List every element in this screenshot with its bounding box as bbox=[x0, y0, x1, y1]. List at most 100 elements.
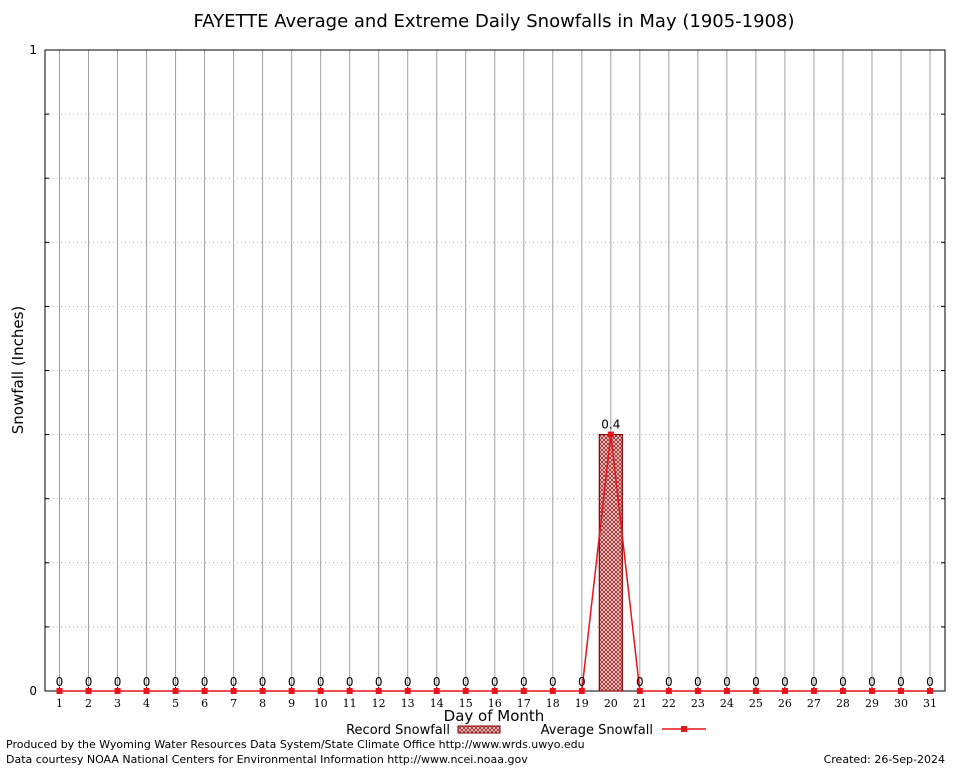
average-snowfall-point bbox=[375, 688, 382, 694]
average-snowfall-point bbox=[868, 688, 875, 694]
data-label: 0 bbox=[723, 675, 731, 689]
data-label: 0 bbox=[781, 675, 789, 689]
footer-created: Created: 26-Sep-2024 bbox=[824, 753, 945, 766]
data-label: 0 bbox=[665, 675, 673, 689]
data-label: 0 bbox=[433, 675, 441, 689]
record-snowfall-bars bbox=[598, 434, 623, 692]
average-snowfall-point bbox=[723, 688, 730, 694]
data-label: 0 bbox=[56, 675, 64, 689]
x-tick-label: 2 bbox=[85, 697, 92, 710]
average-snowfall-point bbox=[114, 688, 121, 694]
x-tick-label: 3 bbox=[114, 697, 121, 710]
data-label: 0 bbox=[230, 675, 238, 689]
average-snowfall-point bbox=[752, 688, 759, 694]
x-tick-label: 15 bbox=[459, 697, 473, 710]
data-label: 0 bbox=[926, 675, 934, 689]
average-snowfall-point bbox=[520, 688, 527, 694]
average-snowfall-point bbox=[665, 688, 672, 694]
x-tick-label: 21 bbox=[633, 697, 647, 710]
data-label: 0 bbox=[375, 675, 383, 689]
legend-record-label: Record Snowfall bbox=[346, 723, 450, 738]
x-tick-label: 17 bbox=[517, 697, 531, 710]
x-tick-label: 16 bbox=[488, 697, 502, 710]
average-snowfall-point bbox=[317, 688, 324, 694]
average-snowfall-point bbox=[172, 688, 179, 694]
data-label: 0 bbox=[897, 675, 905, 689]
x-tick-label: 25 bbox=[749, 697, 763, 710]
y-tick-label: 0 bbox=[29, 684, 37, 698]
data-label: 0 bbox=[462, 675, 470, 689]
data-label: 0 bbox=[404, 675, 412, 689]
data-label: 0 bbox=[839, 675, 847, 689]
average-snowfall-point bbox=[781, 688, 788, 694]
x-tick-label: 24 bbox=[720, 697, 734, 710]
data-label: 0 bbox=[549, 675, 557, 689]
x-tick-label: 5 bbox=[172, 697, 179, 710]
x-axis-ticks: 1 2 3 4 5 6 7 8 9 10 11 12 13 14 15 16 17 18 19 20 21 22 23 24 2… bbox=[56, 687, 937, 710]
data-label: 0 bbox=[114, 675, 122, 689]
average-snowfall-point bbox=[56, 688, 63, 694]
average-snowfall-point bbox=[636, 688, 643, 694]
data-label: 0 bbox=[694, 675, 702, 689]
chart-title: FAYETTE Average and Extreme Daily Snowfa… bbox=[194, 11, 795, 32]
data-label: 0 bbox=[317, 675, 325, 689]
x-tick-label: 18 bbox=[546, 697, 560, 710]
y-axis-label: Snowfall (Inches) bbox=[9, 306, 27, 434]
legend: Record Snowfall Average Snowfall bbox=[346, 723, 706, 738]
x-tick-label: 20 bbox=[604, 697, 618, 710]
average-snowfall-point bbox=[259, 688, 266, 694]
data-label: 0 bbox=[143, 675, 151, 689]
x-tick-label: 12 bbox=[372, 697, 386, 710]
x-tick-label: 13 bbox=[401, 697, 415, 710]
x-tick-label: 31 bbox=[923, 697, 937, 710]
average-snowfall-point bbox=[927, 688, 933, 694]
average-snowfall-point bbox=[810, 688, 817, 694]
data-label: 0 bbox=[346, 675, 354, 689]
x-tick-label: 23 bbox=[691, 697, 705, 710]
legend-average-label: Average Snowfall bbox=[541, 723, 653, 738]
average-snowfall-point bbox=[404, 688, 411, 694]
average-snowfall-point bbox=[433, 688, 440, 694]
average-snowfall-point bbox=[549, 688, 556, 694]
data-label: 0 bbox=[868, 675, 876, 689]
x-tick-label: 10 bbox=[314, 697, 328, 710]
data-label: 0 bbox=[201, 675, 209, 689]
footer-data-source: Data courtesy NOAA National Centers for … bbox=[6, 753, 528, 766]
data-label: 0 bbox=[491, 675, 499, 689]
x-tick-label: 9 bbox=[288, 697, 295, 710]
y-tick-label: 1 bbox=[29, 43, 37, 57]
x-tick-label: 19 bbox=[575, 697, 589, 710]
average-snowfall-line bbox=[56, 431, 933, 694]
data-label: 0 bbox=[810, 675, 818, 689]
x-tick-label: 28 bbox=[836, 697, 850, 710]
average-snowfall-point bbox=[897, 688, 904, 694]
x-tick-label: 30 bbox=[894, 697, 908, 710]
grid-lines bbox=[45, 50, 945, 691]
x-tick-label: 11 bbox=[343, 697, 357, 710]
x-tick-label: 8 bbox=[259, 697, 266, 710]
x-tick-label: 27 bbox=[807, 697, 821, 710]
average-snowfall-point bbox=[607, 431, 614, 438]
record-snowfall-bar bbox=[598, 434, 623, 692]
average-snowfall-point bbox=[143, 688, 150, 694]
x-tick-label: 1 bbox=[56, 697, 63, 710]
data-label: 0 bbox=[288, 675, 296, 689]
x-tick-label: 6 bbox=[201, 697, 208, 710]
average-snowfall-point bbox=[462, 688, 469, 694]
average-snowfall-point bbox=[230, 688, 237, 694]
data-label: 0 bbox=[172, 675, 180, 689]
average-snowfall-point bbox=[201, 688, 208, 694]
x-tick-label: 14 bbox=[430, 697, 444, 710]
average-snowfall-point bbox=[491, 688, 498, 694]
footer-producer: Produced by the Wyoming Water Resources … bbox=[6, 738, 585, 751]
data-label: 0 bbox=[752, 675, 760, 689]
data-label: 0.4 bbox=[601, 418, 620, 432]
average-snowfall-point bbox=[85, 688, 92, 694]
x-tick-label: 4 bbox=[143, 697, 150, 710]
average-snowfall-point bbox=[839, 688, 846, 694]
x-tick-label: 29 bbox=[865, 697, 879, 710]
data-label: 0 bbox=[520, 675, 528, 689]
legend-average-swatch-marker bbox=[681, 726, 687, 732]
legend-record-swatch bbox=[457, 725, 501, 734]
data-label: 0 bbox=[85, 675, 93, 689]
